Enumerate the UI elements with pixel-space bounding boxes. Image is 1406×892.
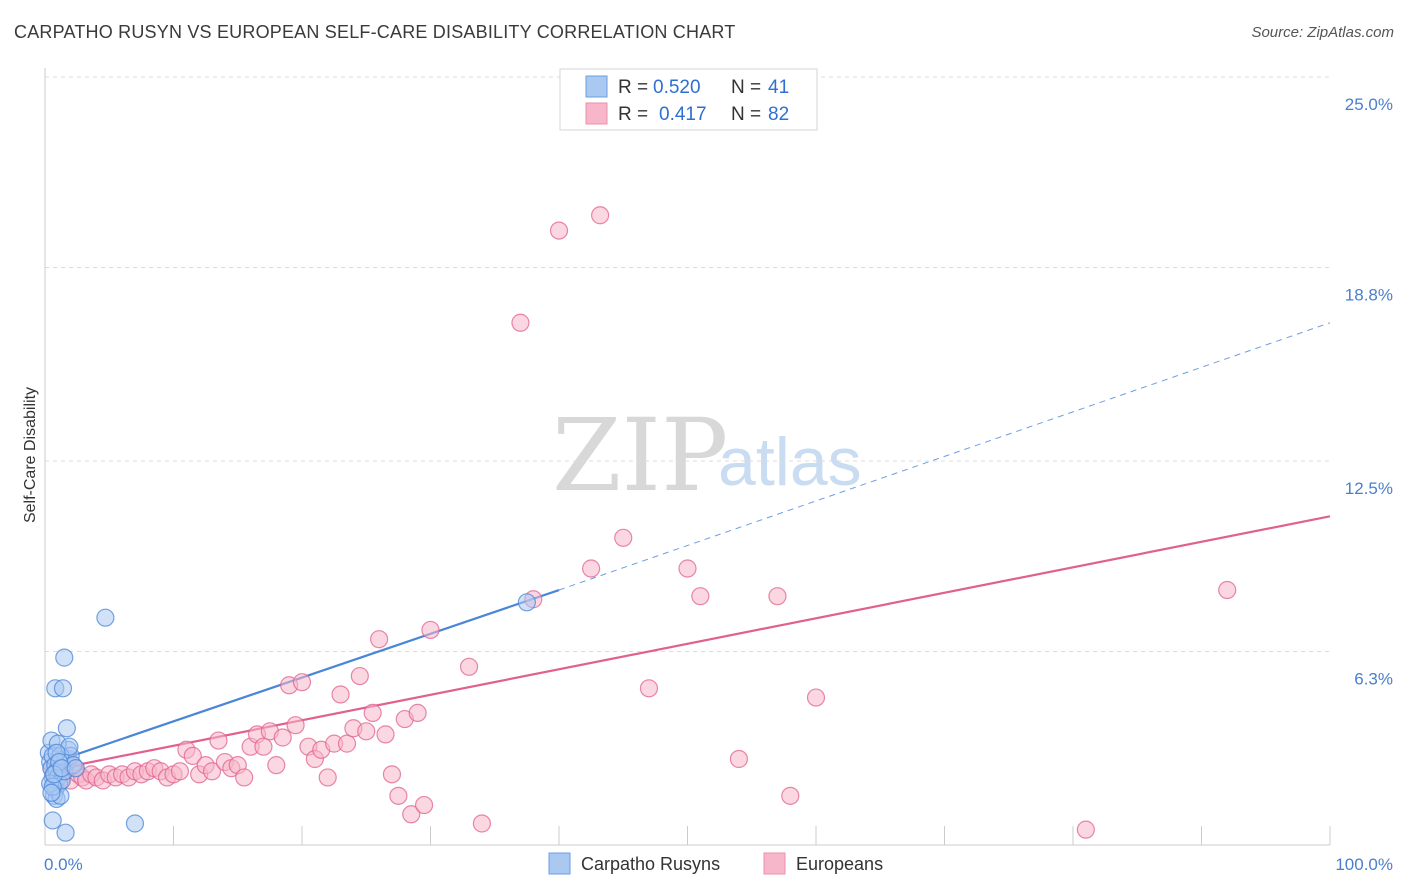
y-tick-label: 6.3% xyxy=(1354,669,1393,688)
watermark-zip: ZIP xyxy=(552,397,728,514)
european-point xyxy=(235,768,254,787)
european-point xyxy=(459,657,479,676)
european-point xyxy=(549,221,569,240)
trendline-rusyn-extension xyxy=(558,322,1331,591)
rusyn-point xyxy=(96,608,115,627)
x-tick-labels: 0.0% 100.0% xyxy=(44,855,1393,874)
european-point xyxy=(472,814,491,833)
european-point xyxy=(337,734,357,753)
bottom-legend-label-rusyn: Carpatho Rusyns xyxy=(581,854,720,874)
european-point xyxy=(402,805,421,824)
rusyn-point xyxy=(57,719,76,738)
european-point xyxy=(292,673,312,692)
legend-swatch-rusyn xyxy=(585,75,608,98)
european-point xyxy=(768,587,787,606)
legend-r-value-rusyn: 0.520 xyxy=(653,77,701,98)
legend-r-label-european: R = xyxy=(618,104,648,125)
bottom-legend: Carpatho Rusyns Europeans xyxy=(548,852,883,875)
chart-title: CARPATHO RUSYN VS EUROPEAN SELF-CARE DIS… xyxy=(14,22,736,42)
rusyn-point xyxy=(56,823,75,842)
legend-r-value-european: 0.417 xyxy=(659,104,707,125)
european-point xyxy=(591,206,610,225)
european-point xyxy=(273,728,292,747)
rusyn-point xyxy=(66,759,85,778)
y-axis-label: Self-Care Disability xyxy=(22,387,39,523)
x-tick-label: 0.0% xyxy=(44,855,83,874)
european-point xyxy=(511,313,530,332)
bottom-legend-swatch-european xyxy=(763,852,786,875)
rusyn-point xyxy=(125,814,145,833)
european-point xyxy=(1218,580,1237,600)
watermark-atlas: atlas xyxy=(718,424,862,500)
european-point xyxy=(376,725,395,744)
rusyn-point xyxy=(53,679,73,698)
legend-n-value-european: 82 xyxy=(768,104,789,125)
european-point xyxy=(357,722,376,741)
legend-n-label-rusyn: N = xyxy=(731,77,761,98)
rusyn-point xyxy=(42,783,61,802)
trendline-european xyxy=(44,515,1331,773)
european-point xyxy=(389,786,408,805)
european-point xyxy=(408,703,427,723)
y-tick-label: 12.5% xyxy=(1345,479,1393,498)
european-point xyxy=(382,765,402,784)
axes xyxy=(44,68,1331,846)
european-point xyxy=(1076,820,1095,839)
european-point xyxy=(678,559,697,578)
european-point xyxy=(331,685,350,704)
bottom-legend-swatch-rusyn xyxy=(548,852,571,875)
european-point xyxy=(370,630,389,649)
european-point xyxy=(806,688,826,707)
legend-swatch-european xyxy=(585,102,608,125)
y-tick-label: 18.8% xyxy=(1345,285,1393,304)
data-points xyxy=(39,206,1237,842)
european-point xyxy=(639,679,659,698)
legend-r-label-rusyn: R = xyxy=(618,77,648,98)
bottom-legend-label-european: Europeans xyxy=(796,854,883,874)
european-point xyxy=(209,731,228,750)
legend: R = 0.520 N = 41 R = 0.417 N = 82 xyxy=(559,68,818,131)
european-point xyxy=(350,666,369,686)
x-tick-label: 100.0% xyxy=(1335,855,1393,874)
european-point xyxy=(318,768,337,787)
european-point xyxy=(363,703,382,723)
european-point xyxy=(183,746,202,766)
rusyn-point xyxy=(55,648,74,667)
y-tick-labels: 6.3% 12.5% 18.8% 25.0% xyxy=(1345,95,1393,688)
trendlines xyxy=(44,322,1331,773)
european-point xyxy=(414,795,434,815)
european-point xyxy=(729,749,749,769)
european-point xyxy=(421,620,440,640)
european-point xyxy=(614,528,633,547)
european-point xyxy=(582,559,601,578)
european-point xyxy=(781,786,800,805)
rusyn-point xyxy=(43,811,62,830)
european-point xyxy=(254,737,273,756)
european-point xyxy=(202,762,222,781)
legend-n-value-rusyn: 41 xyxy=(768,77,789,98)
european-point xyxy=(286,716,305,735)
european-point xyxy=(170,762,190,781)
rusyn-point xyxy=(517,593,536,612)
european-point xyxy=(691,587,710,606)
legend-n-label-european: N = xyxy=(731,104,761,125)
european-point xyxy=(267,756,286,775)
y-tick-label: 25.0% xyxy=(1345,95,1393,114)
source-label: Source: ZipAtlas.com xyxy=(1251,24,1394,41)
